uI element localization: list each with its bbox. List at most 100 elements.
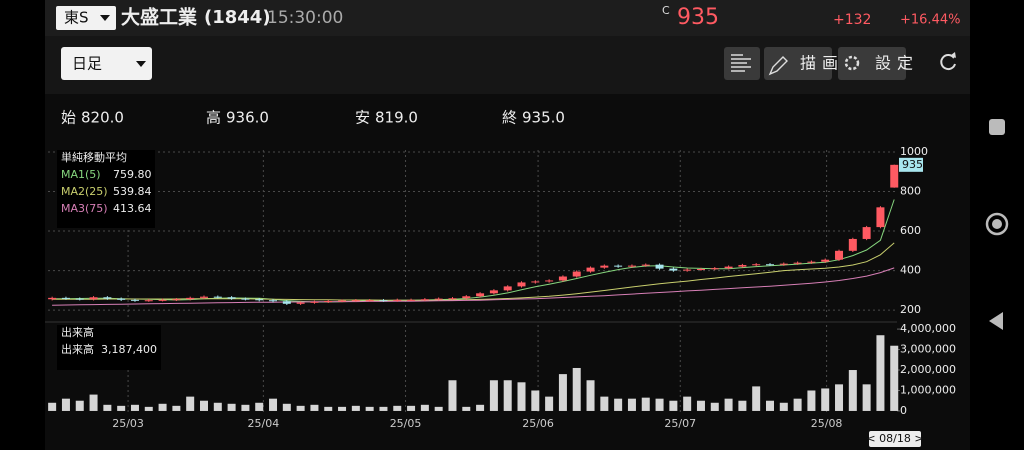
volume-bar	[489, 380, 498, 411]
price-tag	[899, 157, 923, 172]
ma-line	[52, 199, 895, 303]
home-button[interactable]	[985, 212, 1009, 236]
candle-body	[462, 296, 471, 299]
volume-bar	[351, 405, 360, 411]
stock-name: 大盛工業	[121, 6, 198, 29]
legend-name: MA1(5)	[61, 168, 101, 181]
current-volume-label: 出来高	[61, 342, 94, 356]
volume-bar	[365, 406, 374, 411]
exchange-dropdown[interactable]	[56, 6, 116, 30]
volume-bar	[669, 400, 678, 411]
legend-title: 単純移動平均	[61, 150, 127, 164]
volume-bar	[186, 396, 195, 411]
candle-body	[517, 282, 526, 287]
indicator-icon	[731, 54, 751, 72]
candle-body	[420, 299, 429, 301]
candle-body	[655, 264, 664, 269]
candle-body	[282, 301, 291, 304]
volume-legend	[57, 325, 161, 370]
ohlc-label: 高	[206, 109, 221, 127]
candle-body	[255, 299, 264, 301]
volume-bar	[75, 400, 84, 411]
volume-bar	[752, 386, 761, 411]
candle-body	[835, 250, 844, 260]
refresh-icon[interactable]	[940, 54, 956, 71]
y-tick-label: 200	[900, 303, 921, 316]
candle-body	[752, 264, 761, 266]
volume-bar	[393, 405, 402, 411]
candle-body	[600, 265, 609, 268]
volume-bar	[407, 405, 416, 411]
cursor-label: < 08/18 >	[866, 432, 923, 445]
y-tick-label: 800	[900, 185, 921, 198]
volume-bar	[586, 380, 595, 411]
x-tick-label: 25/07	[664, 417, 696, 430]
candle-body	[683, 269, 692, 271]
volume-bar	[227, 403, 236, 411]
ohlc-value: 820.0	[81, 109, 124, 127]
candle-body	[130, 299, 139, 301]
candle-body	[793, 262, 802, 264]
candle-body	[765, 264, 774, 266]
ma-legend	[57, 150, 155, 228]
candle-body	[324, 301, 333, 303]
candle-body	[144, 300, 153, 302]
candle-body	[186, 297, 195, 300]
volume-bar	[172, 405, 181, 411]
candle-body	[862, 227, 871, 239]
x-tick-label: 25/06	[522, 417, 554, 430]
legend-value: 759.80	[113, 168, 152, 181]
candle-body	[724, 266, 733, 269]
ohlc-label: 始	[61, 109, 76, 127]
volume-bar	[462, 406, 471, 411]
candle-body	[848, 238, 857, 251]
candle-body	[890, 164, 899, 188]
plot: 25/03 25/04 25/05 25/06 25/07 25/08 200 400 600 8…	[48, 145, 956, 447]
volume-bar	[103, 404, 112, 411]
volume-bar	[862, 384, 871, 411]
candle-body	[61, 297, 70, 299]
settings-button[interactable]	[838, 47, 906, 80]
volume-bar	[614, 398, 623, 411]
candle-body	[407, 299, 416, 301]
volume-bar	[765, 400, 774, 411]
volume-bar	[476, 404, 485, 411]
volume-bar	[835, 384, 844, 411]
price-tag-label: 935	[902, 158, 923, 171]
back-button[interactable]	[989, 312, 1003, 330]
volume-bar	[710, 402, 719, 411]
current-volume: 3,187,400	[101, 343, 157, 356]
volume-bar	[683, 396, 692, 411]
volume-bar	[531, 390, 540, 411]
dropdown-arrow	[100, 15, 110, 21]
candle-body	[627, 265, 636, 267]
refresh-arrow	[951, 52, 956, 58]
dropdown-arrow	[136, 61, 146, 67]
volume-bar	[434, 406, 443, 411]
draw-button[interactable]	[764, 47, 832, 80]
legend-name: MA2(25)	[61, 185, 108, 198]
volume-bar	[848, 370, 857, 411]
volume-bar	[324, 406, 333, 411]
period-dropdown[interactable]	[61, 47, 152, 80]
volume-bar	[641, 397, 650, 411]
ohlc-label: 安	[355, 109, 370, 127]
candle-body	[476, 293, 485, 297]
x-tick-label: 25/04	[248, 417, 280, 430]
volume-bar	[793, 398, 802, 411]
volume-bar	[61, 398, 70, 411]
candle-body	[876, 207, 885, 228]
candle-body	[338, 300, 347, 302]
candle-body	[545, 280, 554, 282]
volume-bar	[213, 402, 222, 411]
volume-bar	[779, 402, 788, 411]
recents-button[interactable]	[989, 119, 1005, 135]
candle-body	[779, 263, 788, 265]
ma-line	[52, 267, 895, 306]
pencil-icon	[768, 56, 788, 76]
x-tick-label: 25/05	[390, 417, 422, 430]
x-tick-label: 25/08	[811, 417, 843, 430]
volume-bar	[296, 405, 305, 411]
candle-body	[379, 300, 388, 302]
y-tick-label: 3,000,000	[900, 343, 956, 356]
